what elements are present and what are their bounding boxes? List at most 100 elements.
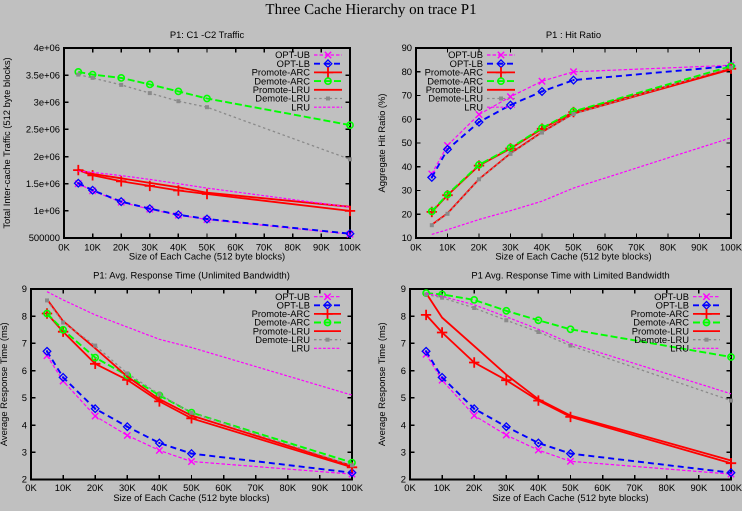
- svg-text:1e+06: 1e+06: [34, 205, 60, 216]
- svg-text:2: 2: [22, 474, 27, 485]
- svg-text:OPT-UB: OPT-UB: [275, 49, 310, 60]
- svg-text:40K: 40K: [534, 242, 551, 253]
- svg-text:8: 8: [22, 310, 27, 321]
- svg-text:Size of Each Cache (512 byte b: Size of Each Cache (512 byte blocks): [113, 492, 269, 503]
- svg-text:90K: 90K: [691, 482, 708, 493]
- svg-text:Demote-ARC: Demote-ARC: [254, 317, 310, 328]
- svg-text:3: 3: [401, 447, 406, 458]
- svg-text:OPT-LB: OPT-LB: [450, 58, 483, 69]
- svg-text:90K: 90K: [312, 482, 329, 493]
- svg-text:9: 9: [401, 283, 406, 294]
- svg-text:60K: 60K: [227, 242, 244, 253]
- svg-text:Average Response Time (ms): Average Response Time (ms): [0, 322, 9, 446]
- svg-text:3: 3: [22, 447, 27, 458]
- svg-text:Total Inter-cache Traffic (512: Total Inter-cache Traffic (512 byte bloc…: [1, 57, 12, 228]
- svg-text:50: 50: [402, 137, 412, 148]
- svg-text:Demote-LRU: Demote-LRU: [634, 334, 689, 345]
- svg-text:0K: 0K: [58, 242, 70, 253]
- svg-text:40K: 40K: [170, 242, 187, 253]
- svg-text:2: 2: [401, 474, 406, 485]
- svg-text:OPT-LB: OPT-LB: [277, 58, 310, 69]
- svg-text:20K: 20K: [471, 242, 488, 253]
- svg-text:Promote-LRU: Promote-LRU: [253, 325, 311, 336]
- svg-text:90: 90: [402, 42, 412, 53]
- svg-text:Three Cache Hierarchy on trace: Three Cache Hierarchy on trace P1: [265, 2, 476, 18]
- svg-text:100K: 100K: [720, 482, 742, 493]
- svg-text:7: 7: [401, 338, 406, 349]
- svg-text:90K: 90K: [313, 242, 330, 253]
- svg-text:10: 10: [402, 232, 412, 243]
- svg-text:OPT-UB: OPT-UB: [448, 49, 483, 60]
- svg-text:4: 4: [401, 419, 406, 430]
- svg-text:OPT-LB: OPT-LB: [656, 300, 689, 311]
- svg-text:90K: 90K: [691, 242, 708, 253]
- svg-text:10K: 10K: [84, 242, 101, 253]
- svg-text:4e+06: 4e+06: [34, 42, 60, 53]
- svg-text:Size of Each Cache (512 byte b: Size of Each Cache (512 byte blocks): [492, 492, 648, 503]
- svg-text:20K: 20K: [113, 242, 130, 253]
- svg-text:P1: Avg. Response Time (Unlimi: P1: Avg. Response Time (Unlimited Bandwi…: [93, 270, 290, 281]
- svg-text:3.5e+06: 3.5e+06: [26, 69, 60, 80]
- svg-text:LRU: LRU: [291, 343, 310, 354]
- svg-text:P1: C1 -C2 Traffic: P1: C1 -C2 Traffic: [170, 29, 245, 40]
- svg-text:5: 5: [401, 392, 406, 403]
- svg-text:40: 40: [402, 161, 412, 172]
- svg-text:30K: 30K: [502, 242, 519, 253]
- svg-text:40K: 40K: [530, 482, 547, 493]
- svg-text:Demote-LRU: Demote-LRU: [255, 334, 310, 345]
- svg-text:8: 8: [401, 310, 406, 321]
- svg-text:Promote-ARC: Promote-ARC: [425, 67, 484, 78]
- svg-text:Average Response Time (ms): Average Response Time (ms): [376, 322, 387, 446]
- svg-text:30K: 30K: [498, 482, 515, 493]
- svg-text:Promote-ARC: Promote-ARC: [631, 308, 690, 319]
- svg-text:100K: 100K: [720, 242, 742, 253]
- svg-text:2.5e+06: 2.5e+06: [26, 124, 60, 135]
- svg-text:20: 20: [402, 208, 412, 219]
- svg-text:10K: 10K: [439, 242, 456, 253]
- svg-text:10K: 10K: [55, 482, 72, 493]
- svg-text:7: 7: [22, 338, 27, 349]
- svg-text:Demote-LRU: Demote-LRU: [428, 93, 483, 104]
- svg-text:P1 : Hit Ratio: P1 : Hit Ratio: [546, 29, 601, 40]
- svg-text:70K: 70K: [626, 482, 643, 493]
- svg-text:10K: 10K: [434, 482, 451, 493]
- svg-text:3e+06: 3e+06: [34, 97, 60, 108]
- svg-text:100K: 100K: [339, 242, 362, 253]
- svg-text:30K: 30K: [119, 482, 136, 493]
- svg-text:80K: 80K: [660, 242, 677, 253]
- svg-text:50K: 50K: [562, 482, 579, 493]
- svg-text:Promote-ARC: Promote-ARC: [252, 67, 311, 78]
- svg-text:OPT-UB: OPT-UB: [654, 291, 689, 302]
- svg-text:Promote-LRU: Promote-LRU: [632, 325, 690, 336]
- svg-text:Demote-ARC: Demote-ARC: [254, 75, 310, 86]
- svg-text:100K: 100K: [341, 482, 364, 493]
- svg-text:P1 Avg. Response Time with Lim: P1 Avg. Response Time with Limited Bandw…: [471, 270, 669, 281]
- svg-text:LRU: LRU: [464, 101, 483, 112]
- svg-text:LRU: LRU: [670, 343, 689, 354]
- svg-text:50K: 50K: [565, 242, 582, 253]
- svg-text:50K: 50K: [199, 242, 216, 253]
- svg-text:60K: 60K: [215, 482, 232, 493]
- svg-text:Aggregate Hit Ratio (%): Aggregate Hit Ratio (%): [376, 93, 387, 192]
- svg-text:2e+06: 2e+06: [34, 151, 60, 162]
- svg-text:30: 30: [402, 185, 412, 196]
- svg-text:40K: 40K: [151, 482, 168, 493]
- svg-text:1.5e+06: 1.5e+06: [26, 178, 60, 189]
- svg-text:20K: 20K: [466, 482, 483, 493]
- svg-text:80: 80: [402, 66, 412, 77]
- svg-text:LRU: LRU: [291, 101, 310, 112]
- svg-text:9: 9: [22, 283, 27, 294]
- svg-text:0K: 0K: [410, 242, 422, 253]
- svg-text:80K: 80K: [658, 482, 675, 493]
- svg-text:0K: 0K: [25, 482, 37, 493]
- svg-text:5: 5: [22, 392, 27, 403]
- svg-text:60K: 60K: [597, 242, 614, 253]
- svg-text:Demote-LRU: Demote-LRU: [255, 93, 310, 104]
- svg-text:20K: 20K: [87, 482, 104, 493]
- svg-text:30K: 30K: [141, 242, 158, 253]
- svg-text:80K: 80K: [279, 482, 296, 493]
- svg-text:80K: 80K: [284, 242, 301, 253]
- svg-text:50K: 50K: [183, 482, 200, 493]
- svg-text:Promote-ARC: Promote-ARC: [252, 308, 311, 319]
- svg-text:6: 6: [401, 365, 406, 376]
